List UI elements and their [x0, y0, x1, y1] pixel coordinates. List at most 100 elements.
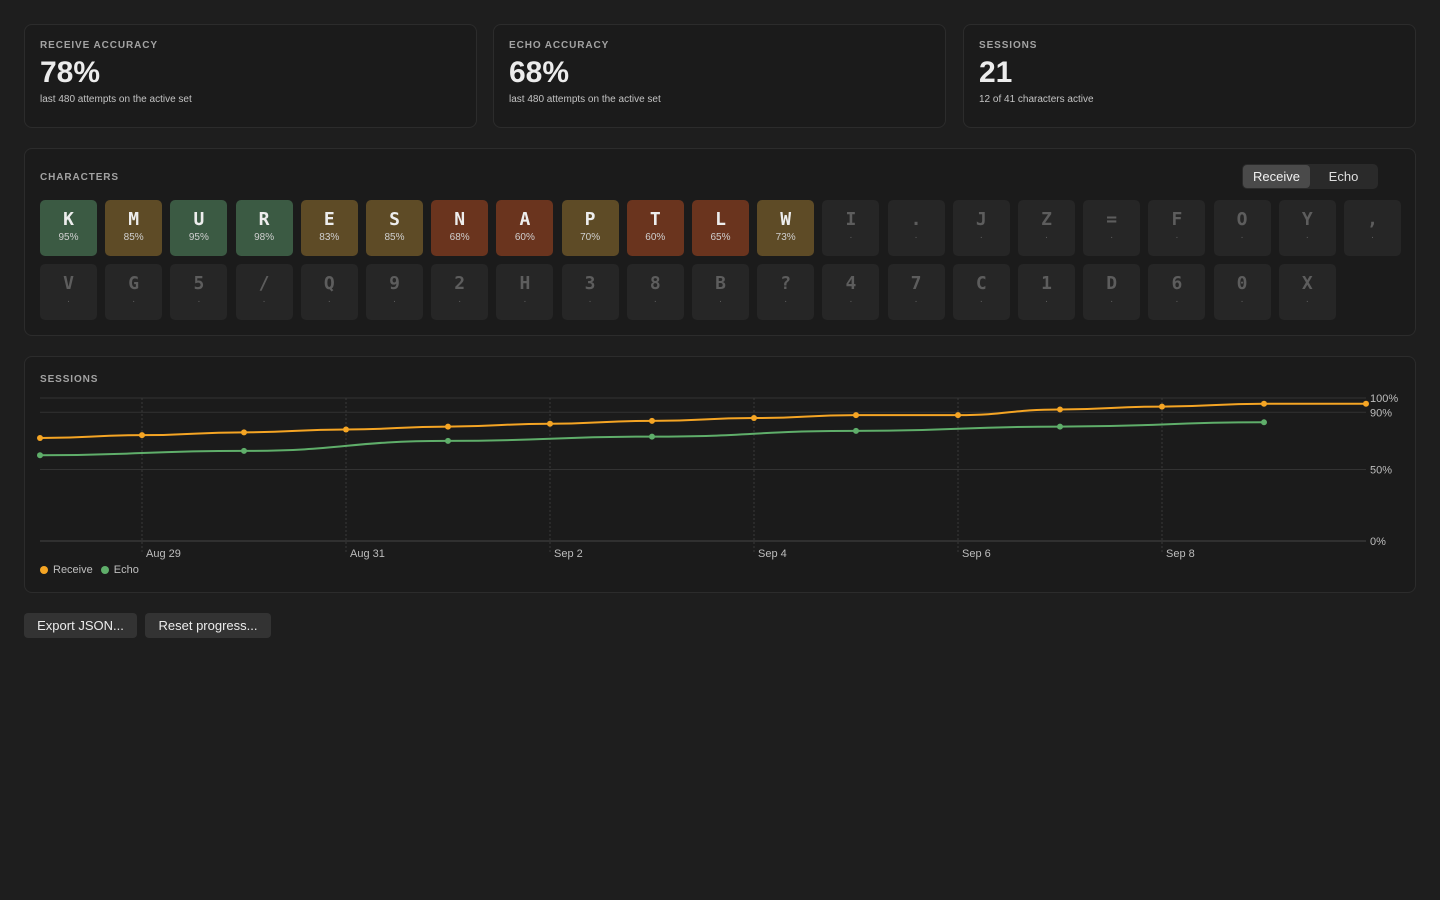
y-tick-label: 0% — [1370, 536, 1386, 548]
echo-accuracy-sub: last 480 attempts on the active set — [509, 94, 661, 105]
char-glyph: 2 — [454, 273, 466, 294]
char-tile[interactable]: U 95% — [170, 200, 228, 256]
char-accuracy: · — [784, 296, 788, 307]
char-tile[interactable]: W 73% — [757, 200, 815, 256]
char-tile[interactable]: 7 · — [887, 264, 945, 320]
char-tile[interactable]: Q · — [300, 264, 358, 320]
char-tile[interactable]: 8 · — [626, 264, 684, 320]
char-glyph: G — [128, 273, 140, 294]
char-tile[interactable]: V · — [40, 264, 97, 320]
char-accuracy: · — [979, 296, 983, 307]
char-tile[interactable]: D · — [1083, 264, 1141, 320]
mode-toggle-receive[interactable]: Receive — [1243, 165, 1310, 188]
series-line-receive — [39, 402, 1366, 440]
char-glyph: 8 — [649, 273, 661, 294]
char-glyph: K — [63, 209, 74, 230]
char-accuracy: · — [653, 296, 657, 307]
char-tile[interactable]: B · — [692, 264, 749, 320]
char-accuracy: 85% — [384, 232, 405, 243]
char-tile[interactable]: , · — [1344, 200, 1401, 256]
char-tile[interactable]: 3 · — [561, 264, 619, 320]
sessions-chart: 100% 90% 50% 0% Aug 29 Aug 31 Sep 2 Sep 4 Sep 6 S… — [37, 393, 1398, 560]
char-accuracy: 85% — [123, 232, 144, 243]
char-glyph: X — [1301, 273, 1313, 294]
char-tile[interactable]: F · — [1148, 200, 1206, 256]
legend-receive-label: Receive — [53, 564, 93, 576]
char-accuracy: · — [1175, 232, 1179, 243]
series-point-receive — [1159, 403, 1165, 410]
char-tile[interactable]: 6 · — [1148, 264, 1206, 320]
char-tile[interactable]: C · — [952, 264, 1010, 320]
char-glyph: T — [649, 209, 661, 230]
char-tile[interactable]: L 65% — [692, 200, 749, 256]
series-point-receive — [547, 420, 553, 427]
char-tile[interactable]: I · — [822, 200, 880, 256]
char-tile[interactable]: X · — [1278, 264, 1336, 320]
char-tile[interactable]: E 83% — [300, 200, 358, 256]
char-glyph: 6 — [1171, 273, 1183, 294]
x-tick-label: Aug 31 — [350, 548, 385, 560]
char-tile[interactable]: 2 · — [431, 264, 489, 320]
char-glyph: B — [715, 273, 726, 294]
char-glyph: O — [1236, 209, 1248, 230]
sessions-stat-card: SESSIONS 21 12 of 41 characters active — [963, 24, 1416, 128]
series-point-echo — [1261, 419, 1267, 426]
char-glyph: / — [258, 273, 270, 294]
series-point-receive — [37, 435, 43, 442]
char-tile[interactable]: O · — [1213, 200, 1271, 256]
legend-echo-dot — [100, 566, 109, 574]
char-glyph: 7 — [910, 273, 922, 294]
char-tile[interactable]: A 60% — [496, 200, 554, 256]
char-accuracy: · — [1240, 296, 1244, 307]
series-point-echo — [445, 437, 451, 444]
char-accuracy: 65% — [710, 232, 731, 243]
char-accuracy: · — [523, 296, 527, 307]
series-point-receive — [139, 432, 145, 439]
char-tile[interactable]: J · — [952, 200, 1010, 256]
series-point-receive — [955, 412, 961, 419]
char-tile[interactable]: 4 · — [822, 264, 880, 320]
char-tile[interactable]: ? · — [757, 264, 815, 320]
sessions-chart-label: SESSIONS — [40, 374, 99, 385]
char-accuracy: 95% — [58, 232, 79, 243]
char-tile[interactable]: H · — [496, 264, 554, 320]
char-tile[interactable]: 0 · — [1213, 264, 1271, 320]
echo-accuracy-card: ECHO ACCURACY 68% last 480 attempts on t… — [493, 24, 946, 128]
char-glyph: 3 — [584, 273, 596, 294]
mode-toggle-echo[interactable]: Echo — [1328, 169, 1359, 184]
char-tile[interactable]: Z · — [1018, 200, 1075, 256]
reset-progress-button[interactable]: Reset progress... — [145, 613, 271, 638]
char-tile[interactable]: K 95% — [40, 200, 97, 256]
char-accuracy: · — [588, 296, 592, 307]
char-tile[interactable]: N 68% — [431, 200, 489, 256]
char-glyph: 5 — [193, 273, 205, 294]
series-point-receive — [1261, 400, 1267, 407]
char-accuracy: 60% — [645, 232, 666, 243]
char-tile[interactable]: Y · — [1278, 200, 1336, 256]
series-point-echo — [241, 447, 247, 454]
char-accuracy: · — [1044, 232, 1049, 243]
char-tile[interactable]: T 60% — [626, 200, 684, 256]
char-tile[interactable]: 1 · — [1018, 264, 1075, 320]
char-tile[interactable]: S 85% — [366, 200, 423, 256]
char-tile[interactable]: = · — [1083, 200, 1141, 256]
char-accuracy: 60% — [514, 232, 535, 243]
char-tile[interactable]: R 98% — [235, 200, 293, 256]
char-accuracy: · — [1110, 296, 1114, 307]
char-accuracy: · — [327, 296, 331, 307]
char-tile[interactable]: 9 · — [366, 264, 423, 320]
char-tile[interactable]: . · — [887, 200, 945, 256]
series-point-receive — [1363, 400, 1369, 407]
char-glyph: Y — [1301, 209, 1313, 230]
char-glyph: D — [1106, 273, 1118, 294]
char-glyph: S — [389, 209, 400, 230]
export-json-button[interactable]: Export JSON... — [24, 613, 137, 638]
char-tile[interactable]: 5 · — [170, 264, 228, 320]
char-tile[interactable]: P 70% — [561, 200, 619, 256]
char-tile[interactable]: G · — [105, 264, 163, 320]
characters-label: CHARACTERS — [40, 172, 119, 183]
char-accuracy: · — [849, 232, 853, 243]
char-accuracy: · — [718, 296, 723, 307]
char-tile[interactable]: M 85% — [105, 200, 163, 256]
char-tile[interactable]: / · — [235, 264, 293, 320]
